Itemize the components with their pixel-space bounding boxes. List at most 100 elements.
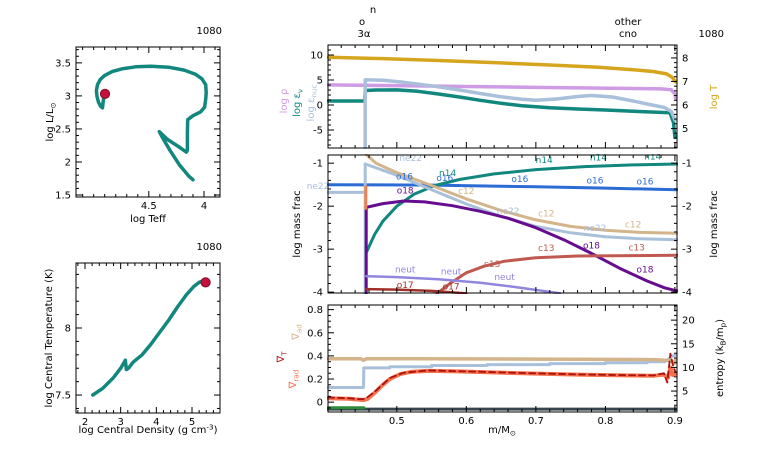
- gradient-entropy-profile-x-tick-label: 0.7: [528, 416, 544, 427]
- grad-T-label: ∇T: [276, 351, 289, 364]
- x-axis-title-mass: m/M⊙: [488, 425, 516, 438]
- ylabel-log-rho: log ρ: [279, 89, 290, 114]
- burn-label-o: o: [359, 17, 365, 28]
- gradient-entropy-profile-y-tick-label: 0: [317, 398, 323, 409]
- burn-label-3a: 3α: [358, 29, 371, 40]
- power-profile-y-right-tick-label: 5: [682, 124, 688, 135]
- abundance-profile-y-right-tick-label: -1: [682, 159, 692, 170]
- hr-x-axis-title: log Teff: [130, 214, 167, 225]
- c13-label: c13: [628, 243, 644, 253]
- abundance-profile-frame: [327, 154, 678, 294]
- central-t-rho-x-tick-label: 3: [118, 417, 124, 428]
- ylabel-mass-frac-left: log mass frac: [292, 190, 303, 257]
- central-t-rho-y-tick-label: 8: [65, 324, 71, 335]
- log-T-line: [327, 55, 678, 84]
- ylabel-log-T: log T: [709, 84, 720, 109]
- hr-diagram-y-tick-label: 2: [65, 158, 71, 169]
- trho-model-number: 1080: [197, 242, 222, 253]
- ne22-label: ne22: [497, 207, 520, 217]
- hr-evolution-track: [94, 64, 208, 182]
- grad-ad-label: ∇ad: [291, 324, 304, 341]
- c12-label: c12: [458, 187, 474, 197]
- ne22-label: ne22: [399, 154, 422, 164]
- o16-label: o16: [436, 174, 453, 184]
- gradient-entropy-profile-y-tick-label: 0.8: [307, 305, 323, 316]
- c12-line: [364, 154, 678, 235]
- central-t-rho-frame: [75, 262, 221, 414]
- neut-label: neut: [494, 273, 515, 283]
- hr-diagram-y-tick-label: 3: [65, 91, 71, 102]
- n14-label: n14: [644, 153, 661, 163]
- hr-model-number: 1080: [197, 26, 222, 37]
- hr-y-axis-title: log L/L⊙: [45, 103, 58, 142]
- hr-diagram-x-tick-label: 4: [201, 201, 207, 212]
- abundance-profile-y-right-tick-label: -4: [682, 288, 692, 299]
- hr-diagram-y-tick-label: 3.5: [55, 58, 71, 69]
- gradient-entropy-profile-frame: [327, 304, 678, 413]
- trho-y-axis-title: log Central Temperature (K): [44, 268, 55, 407]
- c13-label: c13: [484, 260, 500, 270]
- power-profile-y-right-tick-label: 7: [682, 77, 688, 88]
- power-profile-y-right-tick-label: 6: [682, 101, 688, 112]
- log-eps-nu-line: [327, 88, 677, 140]
- gradient-entropy-profile-x-tick-label: 0.6: [458, 416, 474, 427]
- o18-label: o18: [637, 265, 654, 275]
- power-profile-y-right-tick-label: 8: [682, 53, 688, 64]
- neut-label: neut: [395, 265, 416, 275]
- o17-label: o17: [397, 281, 414, 291]
- c12-label: c12: [625, 221, 641, 231]
- gradient-entropy-profile-y-right-tick-label: 5: [682, 387, 688, 398]
- n14-label: n14: [439, 169, 456, 179]
- o16-label: o16: [396, 173, 413, 183]
- gradient-entropy-profile-x-tick-label: 0.5: [389, 416, 405, 427]
- abundance-profile-y-tick-label: -3: [313, 245, 323, 256]
- ylabel-entropy: entropy (kB/mp): [715, 319, 728, 397]
- hr-diagram: 4.5 4 1.5 2 2.5 3 3.5 1080 log Teff log L/L⊙: [45, 26, 222, 225]
- gradient-entropy-profile-y-tick-label: 0.2: [307, 375, 323, 386]
- n14-label: n14: [536, 156, 553, 166]
- grad-rad-label: ∇rad: [288, 370, 301, 390]
- log-eps-nuc-line: [363, 78, 677, 149]
- gradient-entropy-profile-y-right-tick-label: 15: [682, 339, 695, 350]
- o18-label: o18: [583, 241, 600, 251]
- central-t-rho: 2 3 4 5 7.5 8 1080 log Central Density (g cm-3)…: [44, 242, 222, 436]
- burn-label-cno: cno: [619, 29, 637, 40]
- o16-label: o16: [587, 176, 604, 186]
- power-profile-frame: [327, 44, 678, 149]
- c12-label: c12: [538, 210, 554, 220]
- central-t-rho-y-tick-label: 7.5: [55, 391, 71, 402]
- gradient-entropy-profile-x-tick-label: 0.8: [597, 416, 613, 427]
- hr-diagram-y-tick-label: 1.5: [55, 191, 71, 202]
- gradient-entropy-profile-y-right-tick-label: 20: [682, 316, 695, 327]
- trho-x-axis-title: log Central Density (g cm-3): [79, 423, 218, 437]
- right-column-model-number: 1080: [699, 29, 724, 40]
- central-t-rho-x-tick-label: 2: [82, 417, 88, 428]
- grad-T-line: [327, 352, 677, 401]
- n14-line: [365, 162, 678, 253]
- gradient-entropy-profile-y-right-tick-label: 10: [682, 363, 695, 374]
- o16-line: [327, 183, 678, 192]
- power-profile-y-tick-label: 0: [317, 101, 323, 112]
- o16-label: o16: [511, 175, 528, 185]
- power-profile-y-tick-label: 10: [310, 51, 323, 62]
- grad-ad-line: [327, 356, 678, 366]
- burn-label-n: n: [370, 5, 376, 16]
- hr-diagram-y-tick-label: 2.5: [55, 124, 71, 135]
- central-t-rho-x-tick-label: 4: [153, 417, 159, 428]
- abundance-profile-y-tick-label: -1: [313, 159, 323, 170]
- ne22-label: ne22: [307, 182, 330, 192]
- gradient-entropy-profile-y-tick-label: 0.6: [307, 328, 323, 339]
- ylabel-log-eps-nuc: log εnuc: [306, 85, 319, 122]
- gradient-entropy-profile: 0.5 0.6 0.7 0.8 0.9 0 0.2 0.4 0.6 0.8 5 10 15 20 m/M⊙ ∇…: [276, 304, 728, 438]
- neut-line: [364, 274, 562, 294]
- gradient-entropy-profile-x-tick-label: 0.9: [667, 416, 683, 427]
- c13-label: c13: [538, 244, 554, 254]
- ylabel-mass-frac-right: log mass frac: [709, 190, 720, 257]
- abundance-profile-y-right-tick-label: -3: [682, 245, 692, 256]
- central-t-rho-x-tick-label: 5: [189, 417, 195, 428]
- central-trho-track: [91, 279, 206, 397]
- hr-diagram-frame: [75, 46, 221, 198]
